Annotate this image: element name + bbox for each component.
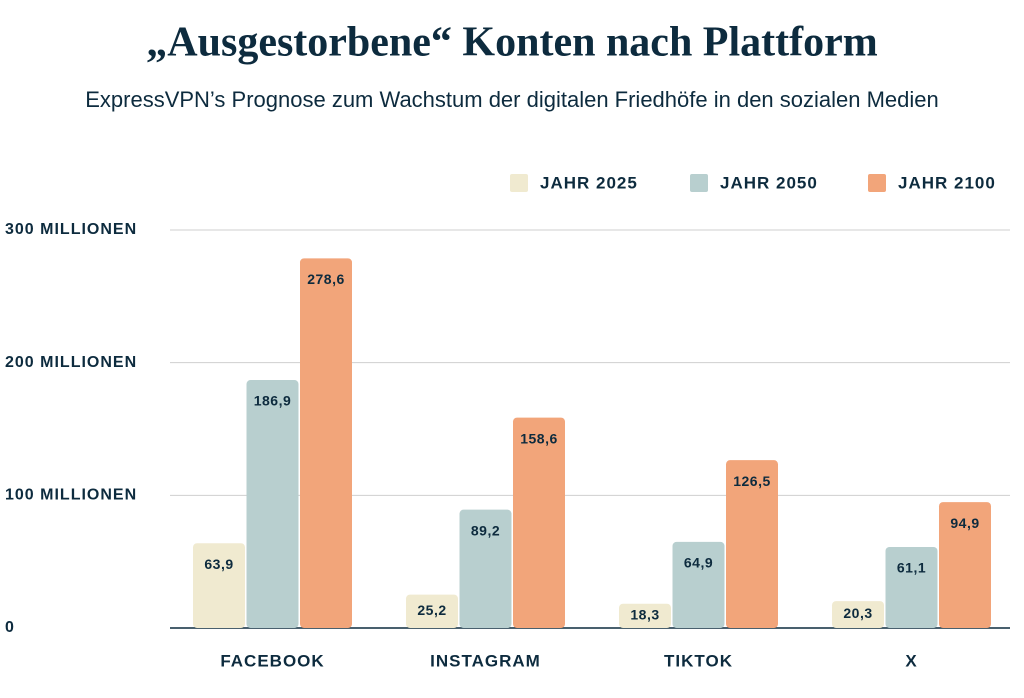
value-label: 158,6 xyxy=(520,430,558,446)
legend-label: JAHR 2100 xyxy=(898,173,996,192)
chart-subtitle: ExpressVPN’s Prognose zum Wachstum der d… xyxy=(85,87,939,112)
y-tick-label: 200 MILLIONEN xyxy=(5,354,137,371)
x-tick-label: X xyxy=(905,651,917,670)
legend-swatch xyxy=(690,174,708,192)
bar xyxy=(300,258,352,628)
value-label: 94,9 xyxy=(950,515,979,531)
legend-swatch xyxy=(510,174,528,192)
x-tick-label: FACEBOOK xyxy=(220,651,324,670)
y-tick-label: 0 xyxy=(5,619,15,636)
legend-swatch xyxy=(868,174,886,192)
x-tick-label: TIKTOK xyxy=(664,651,733,670)
bar xyxy=(513,417,565,628)
bar xyxy=(672,541,725,628)
x-tick-label: INSTAGRAM xyxy=(430,651,541,670)
value-label: 89,2 xyxy=(471,522,500,538)
value-label: 63,9 xyxy=(204,556,233,572)
bar xyxy=(406,594,458,628)
bar xyxy=(939,502,991,628)
value-label: 25,2 xyxy=(417,602,446,618)
legend-label: JAHR 2025 xyxy=(540,173,638,192)
value-label: 278,6 xyxy=(307,271,345,287)
value-label: 61,1 xyxy=(897,560,926,576)
y-tick-label: 300 MILLIONEN xyxy=(5,221,137,238)
value-label: 64,9 xyxy=(684,555,713,571)
bar xyxy=(193,543,245,628)
chart-title: „Ausgestorbene“ Konten nach Plattform xyxy=(146,20,877,66)
legend-label: JAHR 2050 xyxy=(720,173,818,192)
value-label: 18,3 xyxy=(630,607,659,623)
value-label: 186,9 xyxy=(254,393,292,409)
value-label: 126,5 xyxy=(733,473,771,489)
bar xyxy=(726,460,778,628)
y-tick-label: 100 MILLIONEN xyxy=(5,487,137,504)
bar xyxy=(885,546,938,628)
bar xyxy=(619,603,671,628)
bar xyxy=(832,601,884,628)
bar xyxy=(459,509,512,628)
bar xyxy=(246,380,299,628)
value-label: 20,3 xyxy=(843,605,872,621)
